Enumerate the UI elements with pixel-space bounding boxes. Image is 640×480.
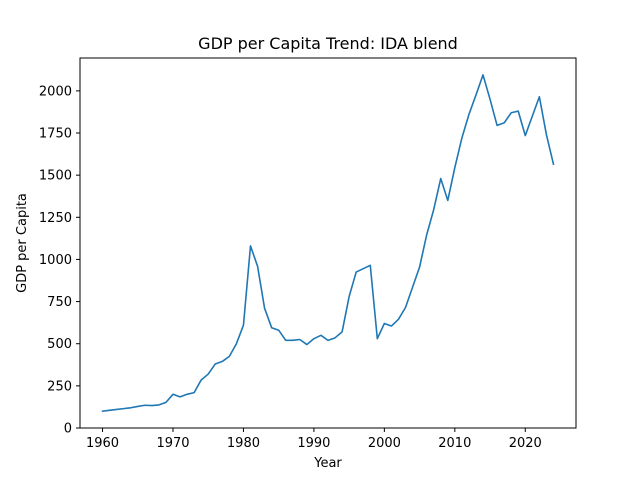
- plot-area: [79, 57, 577, 429]
- x-tick-label: 1960: [86, 436, 119, 451]
- x-tick-label: 2020: [509, 436, 542, 451]
- x-tick-label: 2010: [438, 436, 471, 451]
- x-tick-label: 1970: [156, 436, 189, 451]
- y-tick-label: 0: [64, 422, 72, 437]
- y-tick-label: 1750: [39, 127, 72, 142]
- chart-title: GDP per Capita Trend: IDA blend: [198, 34, 458, 53]
- y-axis: 0 250 500 750 1000 1250 1500 1750 2000: [39, 84, 80, 437]
- y-tick-label: 500: [47, 337, 72, 352]
- x-tick-label: 1980: [227, 436, 260, 451]
- y-tick-label: 2000: [39, 84, 72, 99]
- y-tick-label: 1000: [39, 253, 72, 268]
- x-tick-label: 2000: [368, 436, 401, 451]
- y-tick-label: 1500: [39, 169, 72, 184]
- y-axis-label: GDP per Capita: [15, 193, 30, 293]
- x-axis: 1960 1970 1980 1990 2000 2010 2020: [86, 428, 542, 451]
- y-tick-label: 1250: [39, 211, 72, 226]
- series-line: [101, 74, 555, 413]
- x-axis-label: Year: [313, 456, 342, 471]
- y-tick-label: 750: [47, 295, 72, 310]
- y-tick-label: 250: [47, 379, 72, 394]
- x-tick-label: 1990: [297, 436, 330, 451]
